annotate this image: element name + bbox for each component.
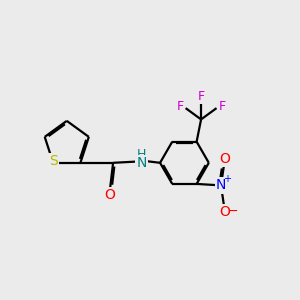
Text: F: F: [197, 90, 205, 103]
Text: O: O: [105, 188, 116, 202]
Text: +: +: [223, 175, 231, 184]
Text: H: H: [136, 148, 146, 161]
Text: O: O: [219, 152, 230, 166]
Text: O: O: [219, 205, 230, 219]
Text: N: N: [136, 156, 146, 170]
Text: F: F: [177, 100, 184, 113]
Text: S: S: [49, 154, 58, 168]
Text: −: −: [228, 205, 238, 218]
Text: N: N: [216, 178, 226, 192]
Text: F: F: [218, 100, 225, 113]
